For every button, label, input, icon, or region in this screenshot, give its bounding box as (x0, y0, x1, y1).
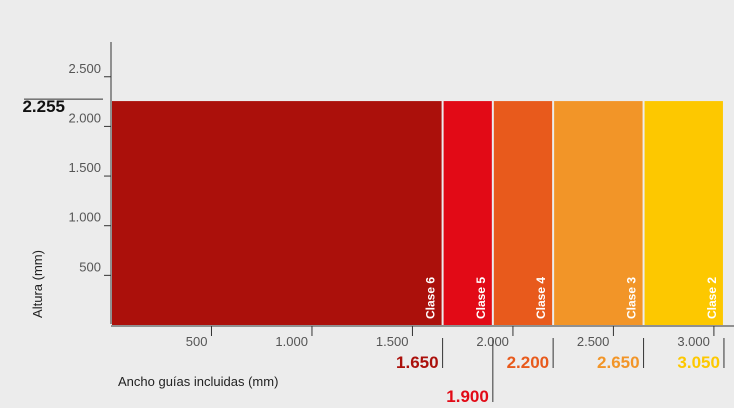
x-tick-label: 500 (186, 334, 208, 349)
y-tick-label: 2.000 (68, 110, 101, 125)
x-axis-title: Ancho guías incluidas (mm) (118, 374, 278, 389)
bar-label-clase-5: Clase 5 (474, 277, 488, 319)
bar-label-clase-3: Clase 3 (625, 277, 639, 319)
bar-clase-4 (493, 101, 553, 325)
bar-clase-2 (644, 101, 723, 325)
boundary-label-clase-3: 2.650 (597, 353, 640, 372)
boundary-label-clase-5: 1.900 (446, 387, 489, 403)
bars-layer (112, 101, 723, 325)
boundary-label-clase-4: 2.200 (507, 353, 550, 372)
labels-layer: Clase 6 Clase 5 Clase 4 Clase 3 Clase 2 2.255… (22, 97, 720, 406)
y-axis-title: Altura (mm) (30, 250, 45, 318)
bar-label-clase-2: Clase 2 (705, 277, 719, 319)
bar-height-label: 2.255 (22, 97, 65, 116)
bar-label-clase-6: Clase 6 (424, 277, 438, 319)
bar-label-clase-4: Clase 4 (534, 277, 548, 319)
x-tick-label: 1.000 (275, 334, 308, 349)
bar-clase-6 (112, 101, 442, 325)
boundary-label-clase-6: 1.650 (396, 353, 439, 372)
y-tick-label: 2.500 (68, 61, 101, 76)
y-tick-label: 1.000 (68, 210, 101, 225)
boundary-label-clase-2: 3.050 (677, 353, 720, 372)
y-tick-label: 500 (79, 259, 101, 274)
bar-clase-5 (443, 101, 492, 325)
x-tick-label: 3.000 (677, 334, 710, 349)
x-tick-label: 1.500 (376, 334, 409, 349)
x-tick-label: 2.500 (577, 334, 610, 349)
y-tick-label: 1.500 (68, 160, 101, 175)
bar-clase-3 (554, 101, 643, 325)
